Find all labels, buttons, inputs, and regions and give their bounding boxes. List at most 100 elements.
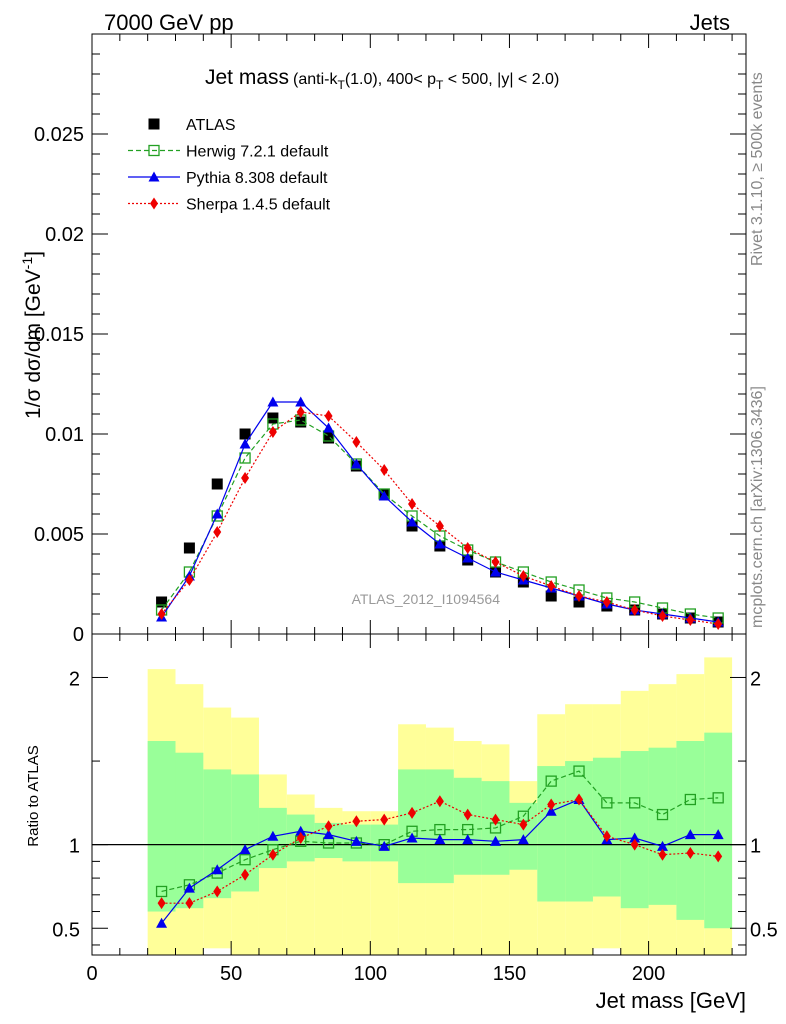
legend-marker bbox=[150, 197, 158, 210]
title-sub: (anti-k bbox=[293, 71, 338, 88]
ratio-data-point bbox=[324, 820, 333, 833]
ratio-data-point bbox=[601, 797, 613, 809]
legend-label: ATLAS bbox=[186, 117, 236, 134]
x-tick-label: 150 bbox=[493, 963, 526, 985]
main-data-point bbox=[434, 538, 446, 549]
ratio-y-tick-label-right: 0.5 bbox=[750, 919, 778, 941]
green-uncertainty-band-bin bbox=[592, 757, 621, 897]
ratio-y-tick-label: 2 bbox=[69, 668, 80, 690]
green-uncertainty-band-bin bbox=[537, 766, 566, 902]
ratio-y-axis-label: Ratio to ATLAS bbox=[25, 745, 42, 846]
ratio-data-point bbox=[517, 834, 529, 845]
ratio-data-point bbox=[712, 792, 724, 804]
header-energy-label: 7000 GeV pp bbox=[104, 10, 234, 35]
ylabel-close: ] bbox=[22, 251, 45, 257]
main-data-point bbox=[575, 590, 584, 602]
plot-title: Jet mass (anti-kT(1.0), 400< pT < 500, |y… bbox=[205, 66, 559, 92]
ratio-data-point bbox=[658, 848, 667, 861]
main-data-point bbox=[295, 416, 307, 428]
ratio-data-point bbox=[183, 882, 195, 893]
ratio-data-point bbox=[463, 808, 472, 821]
ratio-data-point bbox=[684, 793, 696, 806]
main-data-point bbox=[686, 614, 695, 626]
main-data-point bbox=[239, 438, 251, 449]
main-data-point bbox=[519, 570, 528, 582]
ratio-data-point bbox=[323, 829, 335, 840]
ratio-series-line bbox=[161, 798, 719, 904]
ratio-data-point bbox=[295, 825, 307, 836]
ratio-data-point bbox=[630, 838, 639, 851]
main-data-point bbox=[378, 490, 390, 501]
mcplots-reference-label: mcplots.cern.ch [arXiv:1306.3436] bbox=[749, 386, 766, 628]
ratio-data-point bbox=[352, 815, 361, 828]
legend-marker bbox=[148, 118, 160, 130]
ratio-data-point bbox=[686, 847, 695, 860]
rivet-version-label: Rivet 3.1.10, ≥ 500k events bbox=[749, 72, 766, 266]
main-data-point bbox=[435, 520, 444, 532]
main-data-point bbox=[211, 478, 223, 490]
title-main: Jet mass bbox=[205, 66, 289, 89]
main-data-point bbox=[406, 516, 418, 527]
ratio-data-point bbox=[684, 829, 696, 840]
legend-marker bbox=[148, 171, 160, 182]
ratio-data-point bbox=[406, 832, 418, 843]
ratio-data-point bbox=[490, 835, 502, 846]
main-y-tick-label: 0.005 bbox=[34, 524, 84, 546]
main-data-point bbox=[295, 396, 307, 407]
ratio-data-point bbox=[434, 834, 446, 845]
x-tick-label: 50 bbox=[220, 963, 242, 985]
legend-label: Pythia 8.308 default bbox=[186, 170, 328, 187]
ratio-data-point bbox=[547, 798, 556, 811]
ratio-data-point bbox=[211, 864, 223, 875]
ratio-frame bbox=[91, 633, 747, 956]
ratio-y-tick-label-right: 1 bbox=[750, 836, 761, 858]
main-data-point bbox=[658, 610, 667, 622]
legend-label: Herwig 7.2.1 default bbox=[186, 144, 329, 161]
main-data-point bbox=[491, 556, 500, 568]
main-data-point bbox=[714, 618, 723, 630]
green-uncertainty-band-bin bbox=[425, 769, 454, 884]
main-data-point bbox=[463, 542, 472, 554]
ratio-data-point bbox=[268, 848, 277, 861]
green-uncertainty-band-bin bbox=[147, 741, 176, 912]
ratio-data-point bbox=[241, 868, 250, 881]
main-data-point bbox=[545, 590, 557, 602]
main-data-point bbox=[490, 566, 502, 577]
main-y-tick-label: 0.02 bbox=[45, 224, 84, 246]
legend-item: Pythia 8.308 default bbox=[128, 170, 328, 187]
ratio-data-point bbox=[491, 813, 500, 826]
main-y-tick-label: 0 bbox=[73, 624, 84, 646]
main-plot-panel: 0 0.005 0.01 0.015 0.02 0.025 ATLAS Herwig 7.2.… bbox=[34, 33, 747, 646]
legend: ATLAS Herwig 7.2.1 default Pythia 8.308 de… bbox=[128, 117, 331, 214]
green-uncertainty-band-bin bbox=[648, 747, 677, 905]
main-y-tick-label: 0.01 bbox=[45, 424, 84, 446]
ratio-y-tick-label: 0.5 bbox=[52, 919, 80, 941]
ratio-data-point bbox=[629, 797, 641, 809]
legend-label: Sherpa 1.4.5 default bbox=[186, 197, 331, 214]
ratio-data-point bbox=[657, 840, 669, 851]
analysis-watermark: ATLAS_2012_I1094564 bbox=[352, 591, 501, 607]
ratio-data-point bbox=[575, 793, 584, 806]
green-uncertainty-band-bin bbox=[453, 777, 482, 875]
ratio-data-point bbox=[296, 831, 305, 844]
ratio-data-point bbox=[629, 832, 641, 843]
ratio-data-point bbox=[462, 834, 474, 845]
ratio-data-point bbox=[380, 813, 389, 826]
ratio-data-point bbox=[573, 765, 585, 777]
ratio-data-point bbox=[155, 885, 168, 898]
ratio-data-point bbox=[408, 806, 417, 819]
main-data-point bbox=[241, 472, 250, 484]
main-data-point bbox=[239, 428, 251, 440]
x-axis-label: Jet mass [GeV] bbox=[596, 988, 746, 1013]
title-sub-T2: T bbox=[436, 78, 444, 92]
main-data-point bbox=[323, 422, 335, 433]
main-data-point bbox=[268, 426, 277, 438]
ratio-series-line bbox=[161, 770, 719, 893]
main-data-point bbox=[211, 508, 223, 519]
main-y-tick-label: 0.015 bbox=[34, 324, 84, 346]
header-category-label: Jets bbox=[690, 10, 730, 35]
ratio-y-tick-label: 1 bbox=[69, 836, 80, 858]
green-uncertainty-band-bin bbox=[620, 751, 649, 909]
main-data-point bbox=[324, 410, 333, 422]
